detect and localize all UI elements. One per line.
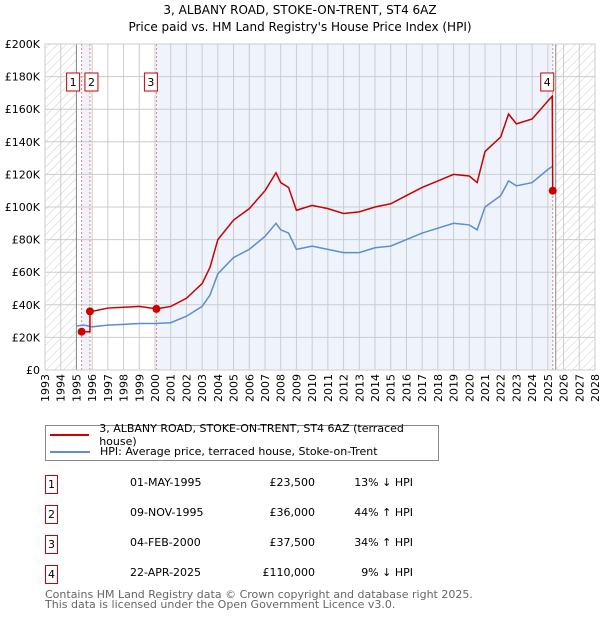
x-tick-label: 2012 — [338, 374, 351, 402]
x-tick-label: 2015 — [385, 374, 398, 402]
sale-label-box — [66, 72, 81, 92]
sale-label: 2 — [88, 76, 95, 89]
x-tick-label: 1998 — [118, 374, 131, 402]
x-tick-label: 1996 — [86, 374, 99, 402]
sale-point — [85, 307, 94, 316]
sale-number: 3 — [45, 535, 58, 554]
sale-label-box — [143, 72, 158, 92]
x-tick-label: 2001 — [165, 374, 178, 402]
x-tick-label: 2019 — [448, 374, 461, 402]
footer-line1: Contains HM Land Registry data © Crown c… — [45, 588, 473, 601]
x-tick-label: 2023 — [510, 374, 523, 402]
chart-title: 3, ALBANY ROAD, STOKE-ON-TRENT, ST4 6AZ — [163, 3, 436, 17]
x-tick-label: 1999 — [133, 374, 146, 402]
x-tick-label: 1997 — [102, 374, 115, 402]
y-tick-label: £120K — [5, 168, 41, 181]
y-tick-label: £140K — [5, 136, 41, 149]
sale-price: £110,000 — [262, 566, 316, 579]
x-tick-label: 2010 — [306, 374, 319, 402]
x-tick-label: 2013 — [353, 374, 366, 402]
sale-hpi: 9% ↓ HPI — [361, 566, 413, 579]
sale-label-box — [540, 72, 555, 92]
legend: 3, ALBANY ROAD, STOKE-ON-TRENT, ST4 6AZ … — [45, 421, 439, 461]
y-tick-label: £80K — [12, 234, 41, 247]
y-tick-label: £200K — [5, 38, 41, 51]
hpi-line — [76, 165, 553, 328]
x-tick-label: 2024 — [526, 374, 539, 402]
y-tick-label: £100K — [5, 201, 41, 214]
x-tick-label: 2021 — [479, 374, 492, 402]
x-tick-label: 2002 — [180, 374, 193, 402]
y-tick-label: £60K — [12, 266, 41, 279]
sale-price: £37,500 — [269, 536, 316, 549]
x-tick-label: 1993 — [39, 374, 52, 402]
x-tick-label: 2022 — [495, 374, 508, 402]
sale-label: 1 — [70, 76, 77, 89]
x-tick-label: 2006 — [243, 374, 256, 402]
chart-subtitle: Price paid vs. HM Land Registry's House … — [128, 20, 471, 34]
sale-price: £23,500 — [269, 476, 316, 489]
x-tick-label: 1995 — [70, 374, 83, 402]
x-tick-label: 2018 — [432, 374, 445, 402]
x-tick-label: 2020 — [463, 374, 476, 402]
sale-hpi: 44% ↑ HPI — [354, 506, 413, 519]
legend-property: 3, ALBANY ROAD, STOKE-ON-TRENT, ST4 6AZ … — [99, 421, 404, 448]
x-tick-label: 2014 — [369, 374, 382, 402]
sale-date: 01-MAY-1995 — [130, 476, 202, 489]
plot-frame — [44, 43, 596, 371]
x-tick-label: 2000 — [149, 374, 162, 402]
footer-line2: This data is licensed under the Open Gov… — [45, 598, 396, 611]
sale-date: 04-FEB-2000 — [130, 536, 201, 549]
x-tick-label: 2011 — [322, 374, 335, 402]
sale-price: £36,000 — [269, 506, 316, 519]
y-tick-label: £160K — [5, 103, 41, 116]
x-tick-label: 2025 — [542, 374, 555, 402]
sale-number: 1 — [45, 475, 58, 494]
sale-number: 4 — [45, 565, 58, 584]
x-tick-label: 2016 — [400, 374, 413, 402]
price-chart: 3, ALBANY ROAD, STOKE-ON-TRENT, ST4 6AZ … — [5, 3, 600, 402]
sale-label: 4 — [544, 76, 551, 89]
sale-label-box — [84, 72, 99, 92]
y-tick-label: £0 — [26, 364, 40, 377]
sale-hpi: 34% ↑ HPI — [354, 536, 413, 549]
x-tick-label: 2017 — [416, 374, 429, 402]
sale-point — [77, 327, 86, 336]
footer: Contains HM Land Registry data © Crown c… — [45, 588, 473, 611]
x-tick-label: 2009 — [290, 374, 303, 402]
x-tick-label: 2008 — [275, 374, 288, 402]
legend-hpi: HPI: Average price, terraced house, Stok… — [100, 445, 378, 458]
x-tick-label: 2003 — [196, 374, 209, 402]
legend-red-line-icon — [50, 433, 90, 436]
sale-number: 2 — [45, 505, 58, 524]
sale-date: 09-NOV-1995 — [130, 506, 204, 519]
sale-date: 22-APR-2025 — [130, 566, 202, 579]
x-tick-label: 1994 — [55, 374, 68, 402]
x-tick-label: 2005 — [228, 374, 241, 402]
x-tick-label: 2004 — [212, 374, 225, 402]
sale-hpi: 13% ↓ HPI — [354, 476, 413, 489]
sale-point — [152, 304, 161, 313]
x-tick-label: 2007 — [259, 374, 272, 402]
x-tick-label: 2027 — [573, 374, 586, 402]
y-tick-label: £40K — [12, 299, 41, 312]
sale-label: 3 — [147, 76, 154, 89]
sale-point — [548, 186, 557, 195]
x-tick-label: 2026 — [558, 374, 571, 402]
property-price-line — [81, 94, 554, 333]
legend-blue-line-icon — [50, 450, 90, 453]
x-tick-label: 2028 — [589, 374, 600, 402]
y-tick-label: £20K — [12, 331, 41, 344]
y-tick-label: £180K — [5, 71, 41, 84]
